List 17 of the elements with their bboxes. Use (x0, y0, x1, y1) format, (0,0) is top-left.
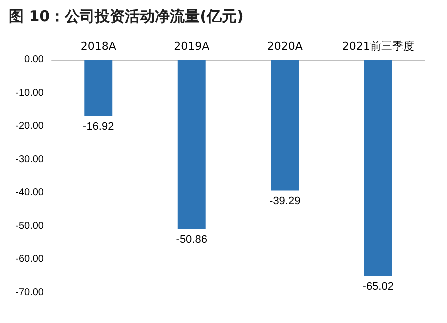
x-tick-label: 2020A (267, 40, 304, 53)
x-tick-label: 2018A (80, 40, 117, 53)
x-tick-label: 2019A (174, 40, 210, 53)
data-label: -16.92 (83, 120, 114, 133)
y-tick-label: -70.00 (16, 288, 44, 298)
y-tick-label: -20.00 (16, 121, 44, 132)
y-tick-label: 0.00 (24, 54, 44, 66)
y-tick-label: -40.00 (16, 188, 44, 199)
y-tick-label: -30.00 (16, 154, 44, 166)
chart-title: 图 10：公司投资活动净流量(亿元) (9, 8, 244, 26)
y-tick-label: -50.00 (16, 220, 44, 232)
x-tick-label: 2021前三季度 (342, 40, 414, 53)
data-label: -39.29 (270, 195, 301, 208)
data-label: -50.86 (176, 234, 208, 246)
y-tick-label: -10.00 (16, 88, 44, 99)
data-label: -65.02 (362, 280, 394, 293)
y-tick-label: -60.00 (16, 254, 44, 266)
